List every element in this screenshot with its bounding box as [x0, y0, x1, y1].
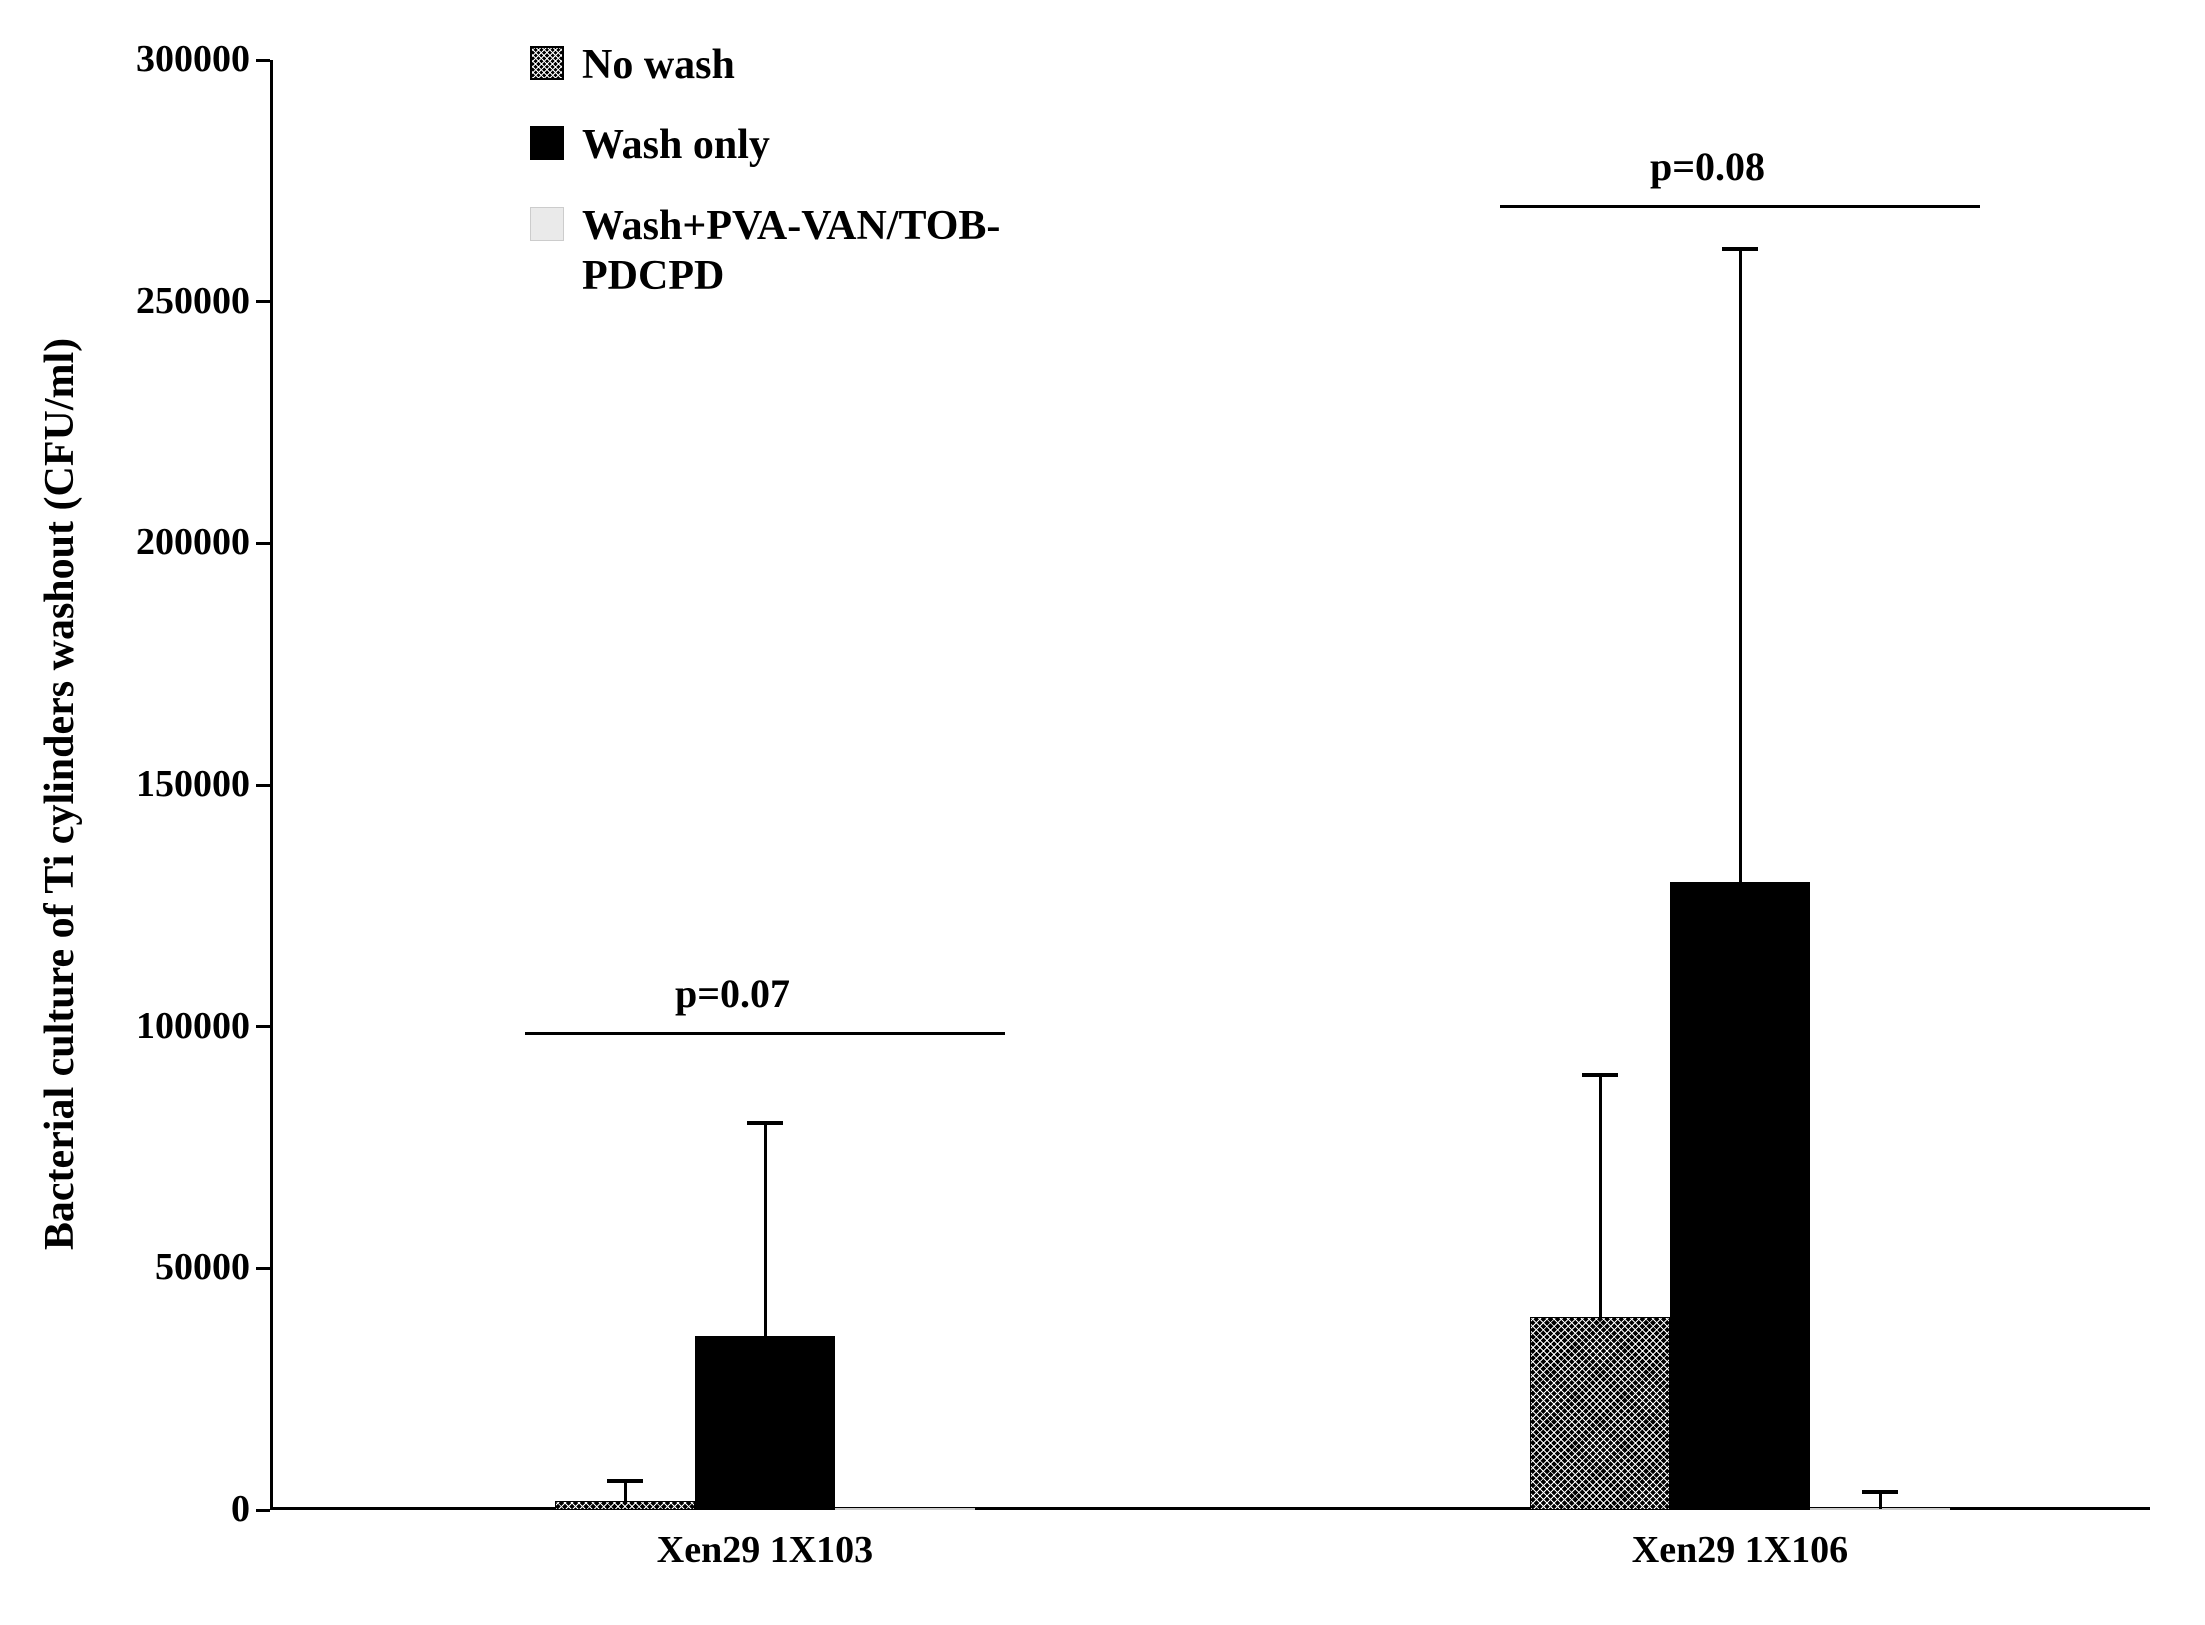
bar [555, 1501, 695, 1510]
p-bracket-line [1500, 205, 1980, 208]
error-cap [607, 1479, 643, 1483]
y-tick [256, 59, 270, 62]
legend-item: Wash+PVA-VAN/TOB-PDCPD [530, 201, 1102, 302]
error-bar [1879, 1492, 1882, 1509]
error-bar [1739, 249, 1742, 882]
error-bar [624, 1481, 627, 1501]
x-category-label: Xen29 1X106 [1540, 1528, 1940, 1572]
error-cap [1722, 247, 1758, 251]
bar [1670, 882, 1810, 1510]
y-tick [256, 1509, 270, 1512]
legend-swatch [530, 207, 564, 241]
error-cap [1862, 1490, 1898, 1494]
legend-label: Wash+PVA-VAN/TOB-PDCPD [582, 201, 1102, 302]
y-tick-label: 200000 [50, 520, 250, 564]
y-tick [256, 300, 270, 303]
y-axis-line [270, 60, 273, 1510]
legend: No wash Wash only Wash+PVA-VAN/TOB-PDCPD [530, 40, 1102, 332]
bar [1530, 1317, 1670, 1510]
p-bracket-line [525, 1032, 1005, 1035]
bar [695, 1336, 835, 1510]
y-tick [256, 784, 270, 787]
legend-label: No wash [582, 40, 735, 90]
p-value-label: p=0.07 [675, 970, 790, 1017]
error-cap [747, 1121, 783, 1125]
y-tick-label: 150000 [50, 762, 250, 806]
y-tick-label: 0 [50, 1487, 250, 1531]
legend-swatch [530, 46, 564, 80]
y-tick-label: 300000 [50, 37, 250, 81]
p-value-label: p=0.08 [1650, 143, 1765, 190]
legend-item: No wash [530, 40, 1102, 90]
x-category-label: Xen29 1X103 [565, 1528, 965, 1572]
error-bar [1599, 1075, 1602, 1317]
y-tick-label: 50000 [50, 1245, 250, 1289]
error-bar [764, 1123, 767, 1336]
legend-swatch [530, 126, 564, 160]
error-cap [1582, 1073, 1618, 1077]
bar [835, 1508, 975, 1510]
legend-label: Wash only [582, 120, 770, 170]
legend-item: Wash only [530, 120, 1102, 170]
y-tick [256, 1025, 270, 1028]
y-tick [256, 542, 270, 545]
y-tick-label: 100000 [50, 1004, 250, 1048]
y-tick [256, 1267, 270, 1270]
chart-container: Bacterial culture of Ti cylinders washou… [0, 0, 2205, 1625]
y-tick-label: 250000 [50, 279, 250, 323]
